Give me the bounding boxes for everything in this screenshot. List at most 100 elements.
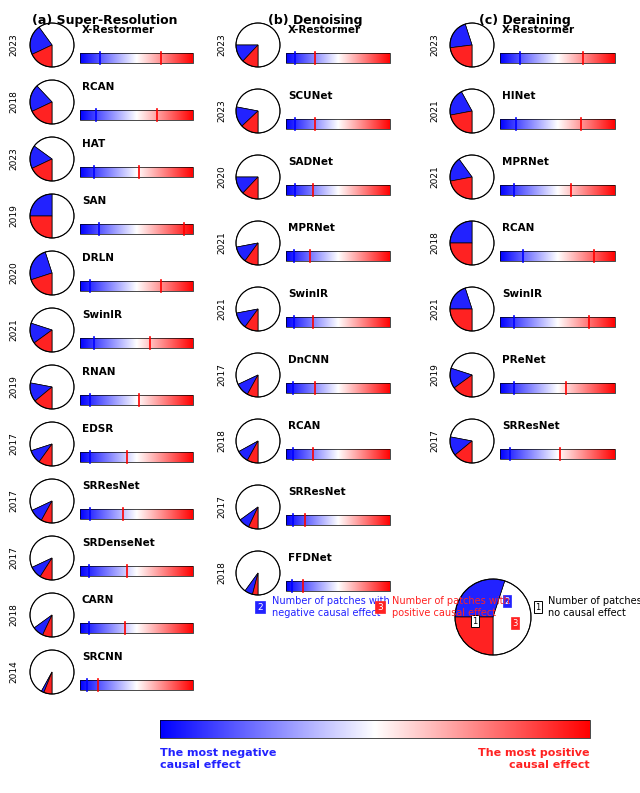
Text: 2019: 2019 <box>431 363 440 386</box>
Wedge shape <box>472 221 494 265</box>
Wedge shape <box>30 422 74 466</box>
Wedge shape <box>450 24 472 48</box>
Wedge shape <box>451 419 494 463</box>
Wedge shape <box>451 111 472 133</box>
Bar <box>500 53 615 63</box>
Bar <box>80 623 193 633</box>
Wedge shape <box>37 80 74 124</box>
Wedge shape <box>454 375 472 397</box>
Wedge shape <box>32 159 52 181</box>
Text: X-Restormer: X-Restormer <box>502 25 575 35</box>
Wedge shape <box>240 507 258 527</box>
Wedge shape <box>30 216 52 238</box>
Bar <box>80 395 193 405</box>
Text: DRLN: DRLN <box>82 253 114 263</box>
Text: 1: 1 <box>472 616 477 626</box>
Text: 2018: 2018 <box>10 603 19 626</box>
Bar <box>160 720 590 738</box>
Wedge shape <box>459 155 494 199</box>
Text: 2019: 2019 <box>10 376 19 398</box>
Wedge shape <box>450 221 472 243</box>
Text: EDSR: EDSR <box>82 424 113 434</box>
Text: 2023: 2023 <box>431 33 440 56</box>
Wedge shape <box>30 146 52 168</box>
Wedge shape <box>31 308 74 352</box>
Wedge shape <box>236 551 280 595</box>
Wedge shape <box>253 573 258 595</box>
Wedge shape <box>32 501 52 520</box>
Wedge shape <box>52 194 74 238</box>
Wedge shape <box>248 507 258 529</box>
Wedge shape <box>493 580 531 655</box>
Wedge shape <box>236 89 280 133</box>
Bar <box>80 680 193 690</box>
Wedge shape <box>450 92 472 115</box>
Wedge shape <box>236 177 258 193</box>
Bar <box>286 581 390 591</box>
Wedge shape <box>30 593 74 637</box>
Text: SRResNet: SRResNet <box>82 481 140 491</box>
Bar <box>286 317 390 327</box>
Wedge shape <box>39 23 74 67</box>
Wedge shape <box>245 243 258 265</box>
Wedge shape <box>32 45 52 67</box>
Text: 2018: 2018 <box>218 430 227 453</box>
Wedge shape <box>236 23 280 67</box>
Text: The most negative
causal effect: The most negative causal effect <box>160 748 276 769</box>
Wedge shape <box>236 45 258 61</box>
Wedge shape <box>248 441 258 463</box>
Wedge shape <box>40 558 52 580</box>
Wedge shape <box>44 672 52 694</box>
Wedge shape <box>243 45 258 67</box>
Text: 2014: 2014 <box>10 661 19 684</box>
Wedge shape <box>34 330 52 352</box>
Wedge shape <box>450 159 472 181</box>
Wedge shape <box>30 86 52 111</box>
Text: 2018: 2018 <box>431 232 440 255</box>
Text: RCAN: RCAN <box>82 82 115 92</box>
Text: SAN: SAN <box>82 196 106 206</box>
Wedge shape <box>245 309 258 331</box>
Wedge shape <box>236 107 258 126</box>
Text: Number of patches with
positive causal effect: Number of patches with positive causal e… <box>392 596 509 618</box>
Text: 2: 2 <box>504 596 509 606</box>
Text: 3: 3 <box>377 603 383 611</box>
Bar <box>80 509 193 519</box>
Wedge shape <box>450 288 472 309</box>
Text: MPRNet: MPRNet <box>288 223 335 233</box>
Wedge shape <box>236 309 258 327</box>
Wedge shape <box>238 375 258 394</box>
Wedge shape <box>243 177 258 199</box>
Text: (c) Deraining: (c) Deraining <box>479 14 571 27</box>
Wedge shape <box>450 437 472 455</box>
Wedge shape <box>455 441 472 463</box>
Text: 3: 3 <box>512 619 518 627</box>
Wedge shape <box>30 479 74 523</box>
Text: 2020: 2020 <box>10 262 19 285</box>
Text: 2018: 2018 <box>10 90 19 113</box>
Wedge shape <box>451 177 472 199</box>
Wedge shape <box>236 243 258 261</box>
Bar <box>286 515 390 525</box>
Text: PReNet: PReNet <box>502 355 546 365</box>
Wedge shape <box>450 243 472 265</box>
Text: (b) Denoising: (b) Denoising <box>268 14 362 27</box>
Wedge shape <box>34 615 52 635</box>
Text: 2018: 2018 <box>218 561 227 584</box>
Text: SRResNet: SRResNet <box>288 487 346 497</box>
Wedge shape <box>30 252 52 280</box>
Wedge shape <box>236 485 280 529</box>
Text: 2023: 2023 <box>218 33 227 56</box>
Text: 2021: 2021 <box>431 166 440 189</box>
Text: RNAN: RNAN <box>82 367 115 377</box>
Bar <box>286 449 390 459</box>
Wedge shape <box>35 387 52 409</box>
Wedge shape <box>31 444 52 462</box>
Wedge shape <box>465 23 494 67</box>
Wedge shape <box>465 287 494 331</box>
Wedge shape <box>31 273 52 295</box>
Text: CARN: CARN <box>82 595 115 605</box>
Text: RCAN: RCAN <box>502 223 534 233</box>
Bar <box>80 338 193 348</box>
Text: SwinIR: SwinIR <box>288 289 328 299</box>
